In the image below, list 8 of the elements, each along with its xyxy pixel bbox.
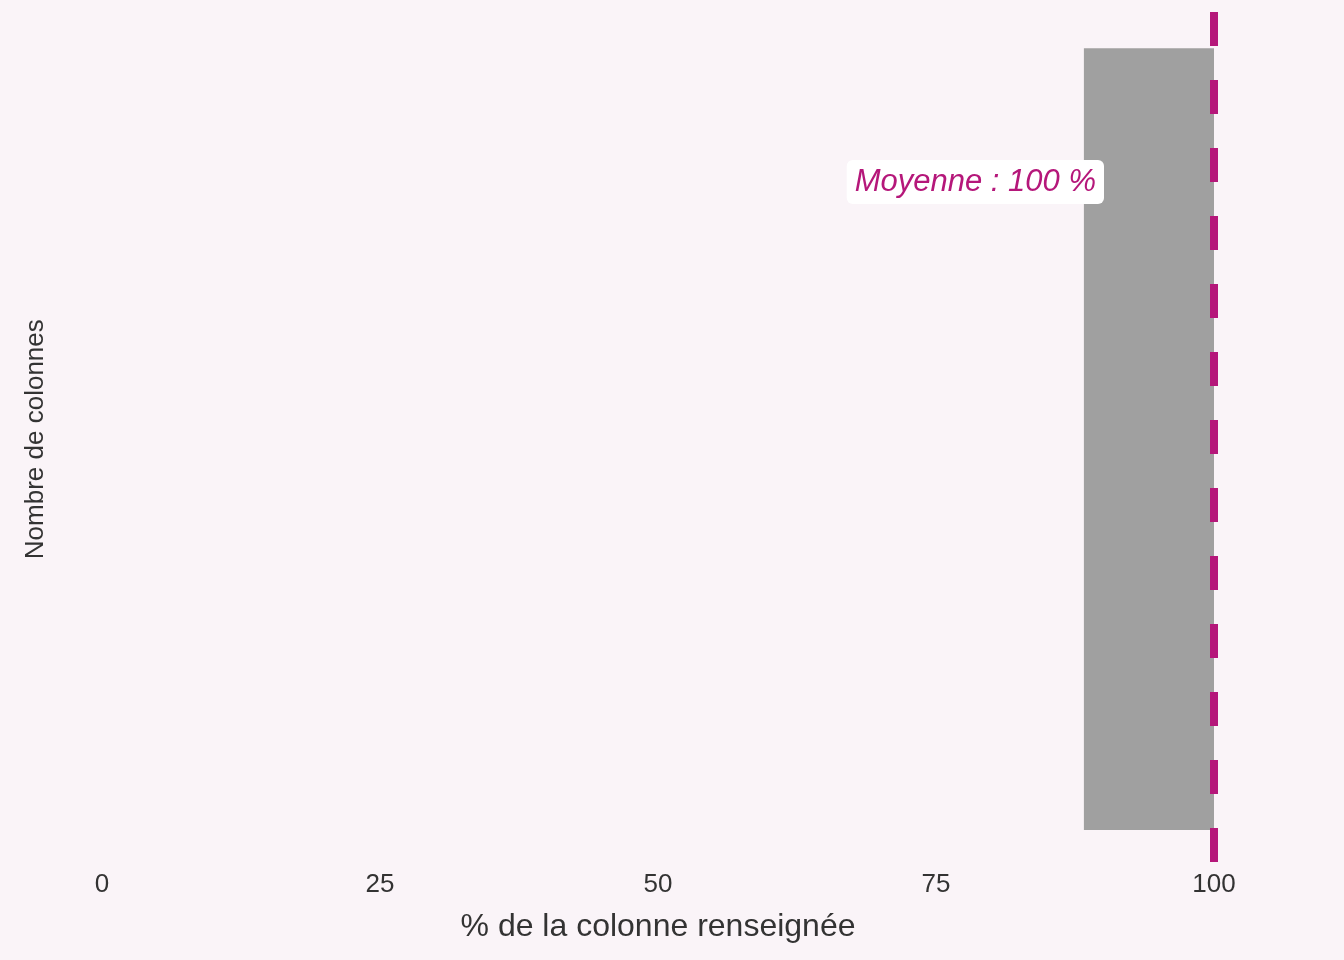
x-axis-title: % de la colonne renseignée xyxy=(460,906,856,943)
x-tick-label: 75 xyxy=(921,868,951,899)
x-tick-label: 50 xyxy=(643,868,673,899)
x-tick-label: 0 xyxy=(94,868,110,899)
x-tick-label: 100 xyxy=(1192,868,1236,899)
x-tick-label: 25 xyxy=(365,868,395,899)
ref-line-label: Moyenne : 100 % xyxy=(854,162,1096,198)
y-axis-title: Nombre de colonnes xyxy=(19,319,50,560)
